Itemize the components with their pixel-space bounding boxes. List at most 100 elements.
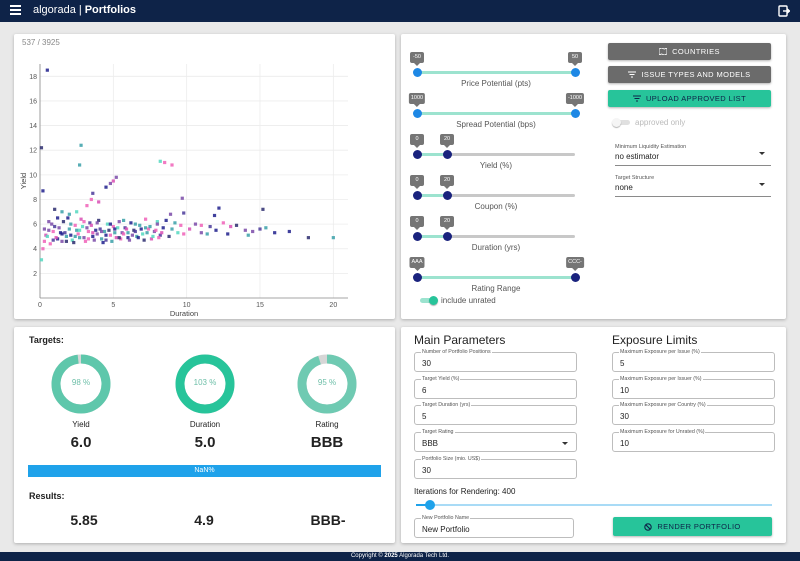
- range-slider[interactable]: 0 20 Coupon (%): [410, 166, 575, 211]
- data-point: [88, 221, 92, 225]
- x-tick-label: 0: [38, 302, 42, 309]
- data-point: [199, 223, 203, 227]
- liquidity-value: no estimator: [615, 152, 660, 161]
- slider-label: Coupon (%): [474, 202, 518, 211]
- slider-track-fill: [417, 71, 575, 74]
- data-point: [56, 216, 60, 220]
- data-point: [75, 228, 79, 232]
- render-portfolio-button[interactable]: RENDER PORTFOLIO: [613, 517, 772, 536]
- portfolio-name-field[interactable]: New Portfolio Name New Portfolio: [414, 515, 574, 538]
- portfolio-size-label: Portfolio Size (mio. US$): [421, 456, 481, 462]
- slider-min-value: 0: [410, 134, 424, 148]
- data-point: [199, 231, 203, 235]
- upload-approved-list-button[interactable]: UPLOAD APPROVED LIST: [608, 90, 771, 107]
- yield-duration-scatter[interactable]: 0 5 10 15 20 2 4 6 8 10 12 14 16 18 Duration Yield: [14, 34, 395, 319]
- max-exposure-issuer-field[interactable]: Maximum Exposure per Issuer (%) 10: [612, 376, 775, 399]
- data-point: [127, 238, 132, 242]
- slider-thumb-high[interactable]: [570, 273, 580, 282]
- iterations-slider[interactable]: [416, 499, 772, 511]
- max-exposure-country-field[interactable]: Maximum Exposure per Country (%) 30: [612, 402, 775, 425]
- slider-thumb-high[interactable]: [570, 109, 580, 118]
- menu-icon[interactable]: [10, 5, 21, 16]
- data-point: [148, 224, 152, 229]
- slider-thumb-low[interactable]: [412, 109, 422, 118]
- data-point: [108, 222, 112, 226]
- data-point: [105, 222, 110, 226]
- issue-types-button[interactable]: ISSUE TYPES AND MODELS: [608, 66, 771, 83]
- dropdown-arrow-icon: [562, 442, 568, 445]
- slider-max-value: CCC-: [566, 257, 584, 271]
- data-point: [133, 229, 137, 234]
- data-point: [80, 224, 85, 229]
- slider-thumb-high[interactable]: [442, 191, 452, 200]
- data-point: [63, 231, 67, 235]
- data-point: [97, 218, 101, 223]
- slider-label: Spread Potential (bps): [456, 120, 536, 129]
- data-point: [67, 212, 71, 216]
- data-point: [234, 223, 239, 227]
- approved-only-toggle[interactable]: [612, 118, 632, 127]
- donut-arc: [297, 354, 357, 414]
- data-point: [144, 226, 148, 230]
- data-point: [149, 237, 154, 241]
- slider-thumb-low[interactable]: [412, 273, 422, 282]
- target-yield-field[interactable]: Target Yield (%) 6: [414, 376, 577, 399]
- iterations-slider-thumb[interactable]: [425, 500, 436, 510]
- slider-thumb-low[interactable]: [412, 150, 422, 159]
- data-point: [67, 227, 71, 231]
- data-point: [107, 228, 111, 232]
- data-point: [179, 223, 183, 227]
- data-point: [42, 239, 46, 243]
- countries-button[interactable]: COUNTRIES: [608, 43, 771, 60]
- data-point: [193, 222, 198, 226]
- data-point: [82, 236, 86, 240]
- positions-field[interactable]: Number of Portfolio Positions 30: [414, 349, 577, 372]
- data-point: [116, 226, 120, 230]
- data-point: [130, 233, 134, 237]
- data-point: [182, 232, 186, 236]
- portfolio-name-label: New Portfolio Name: [421, 515, 471, 521]
- liquidity-select[interactable]: Minimum Liquidity Estimation no estimato…: [615, 144, 771, 166]
- max-exposure-issue-field[interactable]: Maximum Exposure per Issue (%) 5: [612, 349, 775, 372]
- data-point: [45, 234, 49, 239]
- logout-icon[interactable]: [778, 5, 790, 17]
- slider-thumb-low[interactable]: [412, 68, 422, 77]
- data-point: [117, 236, 121, 240]
- approved-only-label: approved only: [635, 118, 686, 127]
- slider-thumb-low[interactable]: [412, 191, 422, 200]
- slider-thumb-high[interactable]: [442, 232, 452, 241]
- data-point: [111, 224, 115, 229]
- data-point: [64, 234, 68, 239]
- target-duration-field[interactable]: Target Duration (yrs) 5: [414, 402, 577, 425]
- range-slider[interactable]: 0 20 Duration (yrs): [410, 207, 575, 252]
- slider-track-fill: [417, 194, 448, 197]
- max-exposure-unrated-field[interactable]: Maximum Exposure for Unrated (%) 10: [612, 429, 775, 452]
- data-point: [102, 229, 107, 234]
- data-point: [108, 233, 112, 237]
- portfolio-size-field[interactable]: Portfolio Size (mio. US$) 30: [414, 456, 577, 479]
- slider-thumb-high[interactable]: [442, 150, 452, 159]
- slider-thumb-low[interactable]: [412, 232, 422, 241]
- include-unrated-toggle[interactable]: [418, 296, 438, 305]
- data-point: [41, 247, 45, 251]
- slider-thumb-high[interactable]: [570, 68, 580, 77]
- x-tick-label: 20: [329, 302, 337, 309]
- structure-value: none: [615, 183, 633, 192]
- slider-min-value: -50: [410, 52, 424, 66]
- target-rating-select[interactable]: Target Rating BBB: [414, 429, 577, 452]
- range-slider[interactable]: AAA CCC- Rating Range: [409, 248, 584, 293]
- target-duration-value: 5: [422, 412, 427, 421]
- range-slider[interactable]: 1000 -1000 Spread Potential (bps): [408, 84, 585, 129]
- max-exposure-unrated-label: Maximum Exposure for Unrated (%): [619, 429, 706, 435]
- data-point: [113, 227, 117, 231]
- range-slider[interactable]: -50 50 Price Potential (pts): [410, 43, 582, 88]
- target-yield-value: 6: [422, 386, 427, 395]
- target-yield-value: 6.0: [70, 434, 92, 451]
- data-point: [182, 211, 186, 215]
- x-tick-label: 5: [111, 302, 115, 309]
- dropdown-arrow-icon: [759, 183, 765, 186]
- structure-select[interactable]: Target Structure none: [615, 175, 771, 197]
- data-point: [60, 210, 64, 214]
- range-slider[interactable]: 0 20 Yield (%): [410, 125, 575, 170]
- data-point: [139, 227, 143, 231]
